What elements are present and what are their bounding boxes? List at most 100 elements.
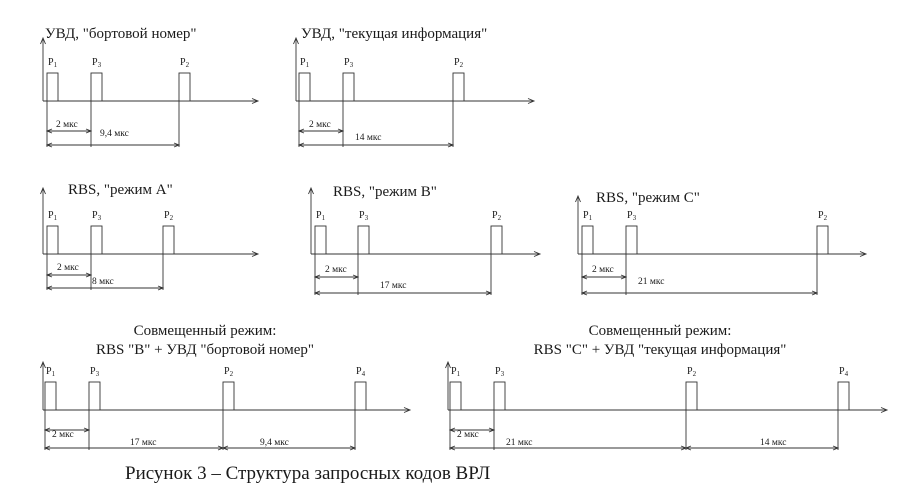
interval-label: 17 мкс [380,281,406,291]
pulse-P3 [342,72,355,102]
pulse-diagram-comb-1: Совмещенный режим: RBS "В" + УВД "бортово… [40,323,412,451]
dimension-arrow-icon [447,142,455,148]
axis-arrow-icon [40,36,46,45]
pulse-P4 [354,381,367,411]
interval-label: 2 мкс [325,265,347,275]
pulse-P2 [816,225,829,255]
pulse-P1 [46,72,59,102]
dimension-arrow-icon [448,445,456,451]
pulse-label: P1 [316,210,326,222]
pulse-P1 [581,225,594,255]
caption-text: Рисунок 3 – Структура запросных кодов ВР… [125,463,491,484]
dimension-arrow-icon [83,427,91,433]
pulse-label: P4 [839,366,849,378]
pulse-label: P3 [495,366,505,378]
interval-label: 21 мкс [506,438,532,448]
dimension-arrow-icon [45,285,53,291]
interval-label: 14 мкс [760,438,786,448]
pulse-P2 [222,381,235,411]
pulse-P1 [44,381,57,411]
pulse-label: P2 [180,57,190,69]
interval-label: 2 мкс [457,430,479,440]
pulse-P2 [178,72,191,102]
diagram-title: RBS, "режим В" [333,184,437,200]
interval-label: 8 мкс [92,277,114,287]
dimension-arrow-icon [337,128,345,134]
interval-label: 9,4 мкс [260,438,289,448]
axis-arrow-icon [575,194,581,203]
dimension-arrow-icon [221,445,229,451]
dimension-arrow-icon [684,445,692,451]
dimension-arrow-icon [45,272,53,278]
diagram-title: RBS, "режим А" [68,182,173,198]
axis-arrow-icon [527,98,536,104]
pulse-P1 [298,72,311,102]
pulse-P1 [449,381,462,411]
dimension-arrow-icon [173,142,181,148]
pulse-label: P1 [583,210,593,222]
axis-arrow-icon [859,251,868,257]
dimension-arrow-icon [485,290,493,296]
axis-arrow-icon [251,251,260,257]
axis-arrow-icon [40,186,46,195]
pulse-P2 [685,381,698,411]
interval-label: 2 мкс [592,265,614,275]
pulse-diagram-uvd-tek: УВД, "текущая информация" P1 P3 P2 2 мкс 14 м… [293,26,536,148]
axis-arrow-icon [445,360,451,369]
dimension-arrow-icon [85,272,93,278]
diagram-title: Совмещенный режим: [134,323,277,339]
pulse-label: P1 [451,366,461,378]
pulse-label: P3 [90,366,100,378]
dimension-arrow-icon [580,290,588,296]
pulse-diagram-comb-2: Совмещенный режим: RBS "С" + УВД "текущая… [445,323,889,451]
dimension-arrow-icon [313,274,321,280]
dimension-arrow-icon [43,427,51,433]
dimension-arrow-icon [297,128,305,134]
axis-arrow-icon [533,251,542,257]
diagram-title: УВД, "бортовой номер" [45,26,196,42]
dimension-arrow-icon [45,142,53,148]
pulse-label: P3 [627,210,637,222]
diagram-title: УВД, "текущая информация" [301,26,487,42]
pulse-label: P2 [687,366,697,378]
pulse-P3 [90,225,103,255]
pulse-P4 [837,381,850,411]
pulse-label: P3 [344,57,354,69]
pulse-label: P2 [492,210,502,222]
pulse-P2 [452,72,465,102]
pulse-diagram-uvd-bort: УВД, "бортовой номер" P1 P3 P2 2 мкс 9,4 мкс [40,26,260,148]
interval-label: 21 мкс [638,277,664,287]
pulse-P3 [357,225,370,255]
pulse-label: P1 [48,57,58,69]
dimension-arrow-icon [313,290,321,296]
pulse-label: P4 [356,366,366,378]
dimension-arrow-icon [811,290,819,296]
interval-label: 2 мкс [52,430,74,440]
pulse-P3 [88,381,101,411]
interval-label: 2 мкс [56,120,78,130]
pulse-P2 [490,225,503,255]
interval-label: 9,4 мкс [100,129,129,139]
interval-label: 17 мкс [130,438,156,448]
pulse-label: P3 [92,210,102,222]
dimension-arrow-icon [488,427,496,433]
dimension-arrow-icon [43,445,51,451]
pulse-P3 [90,72,103,102]
interval-label: 14 мкс [355,133,381,143]
dimension-arrow-icon [45,128,53,134]
pulse-P3 [625,225,638,255]
pulse-P3 [493,381,506,411]
axis-arrow-icon [40,360,46,369]
pulse-diagram-rbs-a: RBS, "режим А" P1 P3 P2 2 мкс 8 мкс [40,182,260,291]
interval-label: 2 мкс [309,120,331,130]
dimension-arrow-icon [349,445,357,451]
pulse-label: P3 [359,210,369,222]
pulse-label: P2 [454,57,464,69]
dimension-arrow-icon [832,445,840,451]
dimension-arrow-icon [297,142,305,148]
diagram-title: RBS "С" + УВД "текущая информация" [534,342,787,358]
interval-label: 2 мкс [57,263,79,273]
dimension-arrow-icon [157,285,165,291]
pulse-label: P2 [164,210,174,222]
diagram-title: Совмещенный режим: [589,323,732,339]
